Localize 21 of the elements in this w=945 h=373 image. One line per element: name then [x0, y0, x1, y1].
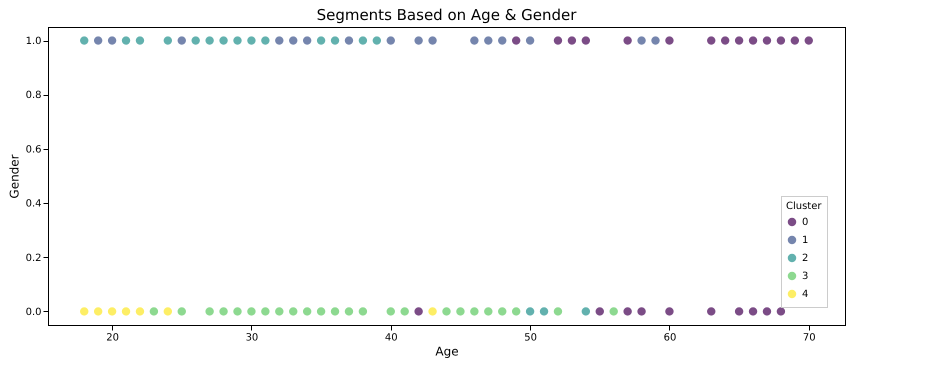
y-tick-label: 0.4 [26, 198, 42, 210]
x-tick-label: 60 [664, 332, 676, 344]
chart-title: Segments Based on Age & Gender [316, 6, 578, 24]
legend-label: 4 [802, 289, 808, 300]
legend-title: Cluster [786, 201, 822, 212]
legend-label: 0 [802, 217, 808, 228]
x-tick-label: 40 [384, 332, 398, 344]
legend-label: 2 [802, 253, 808, 264]
legend-label: 1 [802, 235, 808, 246]
y-tick-label: 0.0 [26, 306, 42, 318]
y-axis-title: Gender [8, 154, 22, 199]
y-tick-label: 1.0 [26, 36, 42, 48]
x-tick-label: 70 [802, 332, 816, 344]
x-tick-label: 30 [246, 332, 258, 344]
y-tick-label: 0.8 [26, 90, 42, 102]
x-tick-label: 50 [524, 332, 537, 344]
x-tick-label: 20 [106, 332, 119, 344]
y-tick-label: 0.2 [26, 252, 42, 264]
y-tick-label: 0.6 [26, 144, 42, 156]
legend-label: 3 [802, 271, 808, 282]
x-axis-title: Age [435, 344, 459, 358]
